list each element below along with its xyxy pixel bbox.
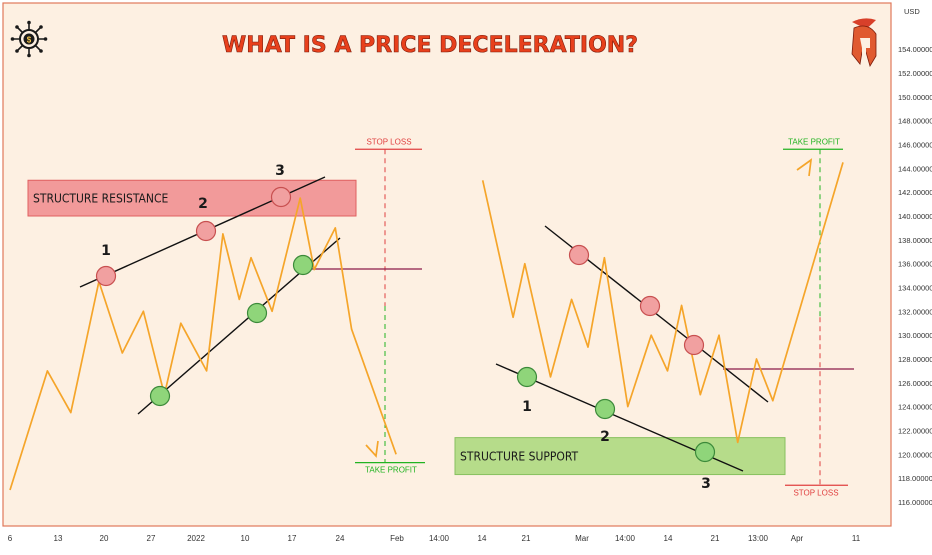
y-tick-label: 136.00000 — [898, 260, 932, 269]
resistance-pivot-9[interactable] — [683, 334, 705, 356]
x-tick-label: 13 — [54, 534, 63, 543]
y-tick-label: 116.00000 — [898, 498, 932, 507]
x-tick-label: 21 — [711, 534, 720, 543]
x-tick-label: 14:00 — [615, 534, 636, 543]
support-pivot-12[interactable] — [694, 441, 716, 463]
y-tick-label: 124.00000 — [898, 403, 932, 412]
x-tick-label: 2022 — [187, 534, 205, 543]
y-tick-label: 134.00000 — [898, 283, 932, 292]
x-tick-label: 17 — [288, 534, 297, 543]
x-tick-label: 24 — [336, 534, 345, 543]
y-tick-label: 142.00000 — [898, 188, 932, 197]
pivot-number-3: 3 — [275, 163, 285, 179]
x-tick-label: Feb — [390, 534, 404, 543]
support-pivot-5[interactable] — [246, 302, 268, 324]
resistance-pivot-3[interactable] — [270, 186, 292, 208]
structure-resistance-zone[interactable] — [27, 179, 357, 217]
structure-support-zone[interactable] — [454, 437, 786, 476]
x-tick-label: 20 — [100, 534, 109, 543]
y-tick-label: 126.00000 — [898, 379, 932, 388]
pivot-number-2: 2 — [198, 196, 208, 212]
resistance-pivot-8[interactable] — [639, 295, 661, 317]
resistance-pivot-7[interactable] — [568, 244, 590, 266]
support-pivot-6[interactable] — [292, 254, 314, 276]
y-tick-label: 152.00000 — [898, 69, 932, 78]
y-tick-label: 148.00000 — [898, 117, 932, 126]
x-tick-label: 13:00 — [748, 534, 769, 543]
pivot-number-5: 2 — [600, 429, 610, 445]
svg-text:$: $ — [27, 35, 32, 44]
x-tick-label: 6 — [8, 534, 13, 543]
x-tick-label: Mar — [575, 534, 589, 543]
pivot-number-4: 1 — [522, 399, 532, 415]
y-tick-label: 150.00000 — [898, 93, 932, 102]
structure-support-zone-label: STRUCTURE SUPPORT — [460, 450, 579, 464]
pivot-number-1: 1 — [101, 243, 111, 259]
spartan-helmet-icon — [851, 18, 877, 67]
y-tick-label: 132.00000 — [898, 307, 932, 316]
y-tick-label: 130.00000 — [898, 331, 932, 340]
price-line-2[interactable] — [481, 162, 844, 444]
currency-label[interactable]: USD — [904, 7, 920, 16]
x-tick-label: 14 — [478, 534, 487, 543]
y-tick-label: 144.00000 — [898, 164, 932, 173]
take-profit-level-right-label: TAKE PROFIT — [788, 137, 840, 146]
dollar-gear-icon: $ — [10, 20, 48, 58]
x-tick-label: 21 — [522, 534, 531, 543]
stop-loss-level-right-label: STOP LOSS — [793, 488, 838, 497]
x-tick-label: 14:00 — [429, 534, 450, 543]
y-tick-label: 128.00000 — [898, 355, 932, 364]
y-tick-label: 118.00000 — [898, 474, 932, 483]
support-pivot-11[interactable] — [594, 398, 616, 420]
y-tick-label: 120.00000 — [898, 450, 932, 459]
y-tick-label: 140.00000 — [898, 212, 932, 221]
take-profit-level-left-label: TAKE PROFIT — [365, 466, 417, 475]
y-tick-label: 154.00000 — [898, 45, 932, 54]
x-tick-label: 11 — [852, 534, 861, 543]
resistance-pivot-1[interactable] — [95, 265, 117, 287]
price-arrowhead-down — [365, 440, 379, 458]
x-tick-label: 27 — [147, 534, 156, 543]
x-tick-label: 10 — [241, 534, 250, 543]
price-line-1[interactable] — [9, 197, 397, 491]
price-arrowhead-up — [796, 158, 813, 177]
x-tick-label: Apr — [791, 534, 804, 543]
pivot-number-6: 3 — [701, 476, 711, 492]
stop-loss-level-left-label: STOP LOSS — [366, 137, 411, 146]
y-tick-label: 122.00000 — [898, 426, 932, 435]
support-pivot-4[interactable] — [149, 385, 171, 407]
x-tick-label: 14 — [664, 534, 673, 543]
support-pivot-10[interactable] — [516, 366, 538, 388]
structure-resistance-zone-label: STRUCTURE RESISTANCE — [33, 192, 169, 206]
y-tick-label: 138.00000 — [898, 236, 932, 245]
y-tick-label: 146.00000 — [898, 141, 932, 150]
chart-title: WHAT IS A PRICE DECELERATION? — [222, 33, 638, 58]
resistance-pivot-2[interactable] — [195, 220, 217, 242]
